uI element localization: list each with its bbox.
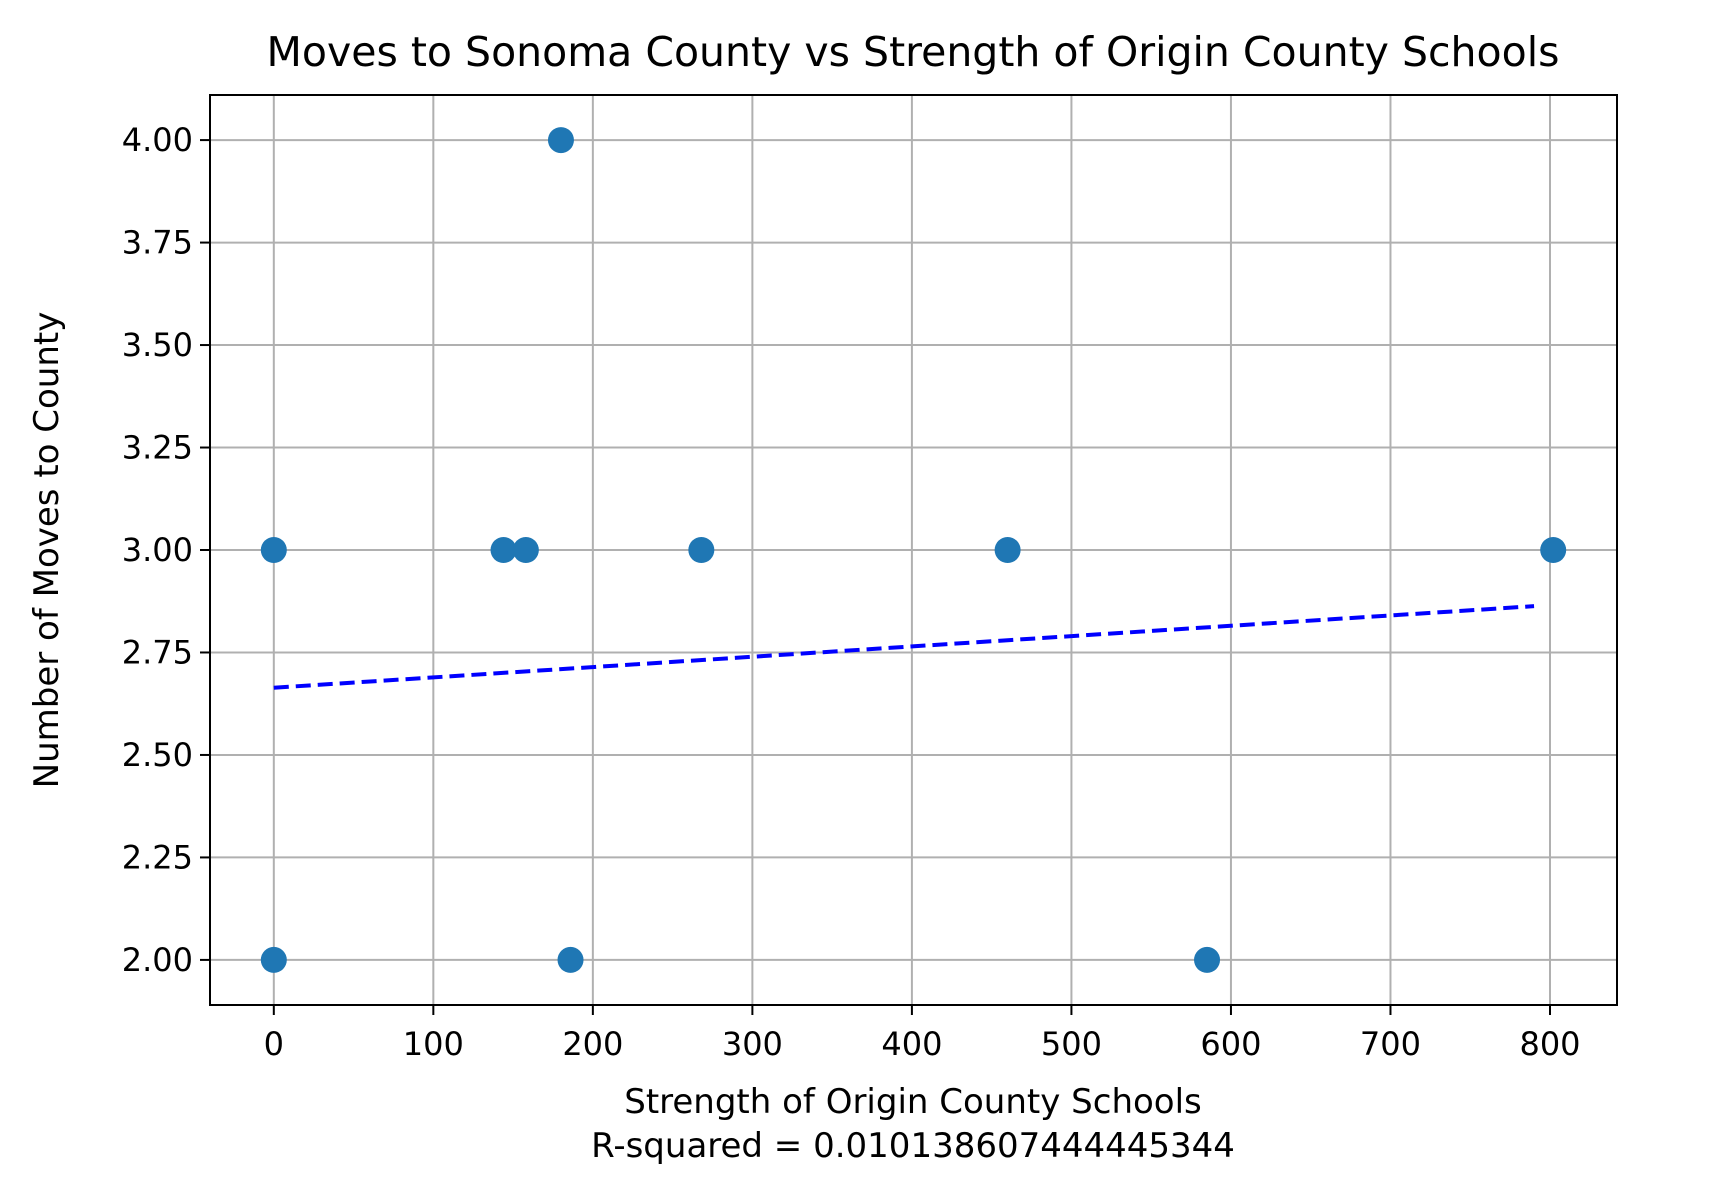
y-tick-label: 2.75 <box>122 633 193 671</box>
y-axis-label: Number of Moves to County <box>27 312 67 789</box>
data-point <box>260 537 287 563</box>
y-tick-label: 3.00 <box>122 531 193 569</box>
data-point <box>557 946 584 973</box>
data-points <box>260 127 1567 973</box>
data-point <box>260 946 287 973</box>
x-tick-label: 400 <box>881 1025 942 1063</box>
data-point <box>688 537 715 563</box>
y-tick-label: 2.50 <box>122 736 193 774</box>
x-tick-label: 500 <box>1041 1025 1102 1063</box>
x-tick-label: 0 <box>264 1025 284 1063</box>
x-tick-label: 800 <box>1519 1025 1580 1063</box>
x-tick-label: 300 <box>722 1025 783 1063</box>
data-point <box>1194 946 1221 973</box>
x-axis-label: Strength of Origin County Schools <box>624 1082 1202 1122</box>
trendline-group <box>273 604 1535 690</box>
y-tick-label: 2.25 <box>122 838 193 876</box>
plot-area-frame <box>209 94 1618 1006</box>
y-tick-label: 3.75 <box>122 224 193 262</box>
x-tick-label: 700 <box>1360 1025 1421 1063</box>
x-tick-label: 600 <box>1200 1025 1261 1063</box>
chart-title: Moves to Sonoma County vs Strength of Or… <box>267 28 1560 76</box>
trendline <box>273 604 1535 690</box>
axis-ticks: 0 100 200 300 400 500 600 700 800 2.00 2.25 2.50 2.7… <box>122 121 1581 1063</box>
x-axis-sublabel: R-squared = 0.010138607444445344 <box>591 1126 1235 1166</box>
x-tick-label: 200 <box>562 1025 623 1063</box>
y-tick-label: 3.50 <box>122 326 193 364</box>
y-tick-label: 2.00 <box>122 941 193 979</box>
data-point <box>547 127 574 154</box>
y-tick-label: 4.00 <box>122 121 193 159</box>
grid-lines <box>210 95 1617 1005</box>
data-point <box>1540 537 1567 563</box>
data-point <box>512 537 539 563</box>
data-point <box>490 537 517 563</box>
y-tick-label: 3.25 <box>122 429 193 467</box>
x-tick-label: 100 <box>403 1025 464 1063</box>
data-point <box>994 537 1021 563</box>
